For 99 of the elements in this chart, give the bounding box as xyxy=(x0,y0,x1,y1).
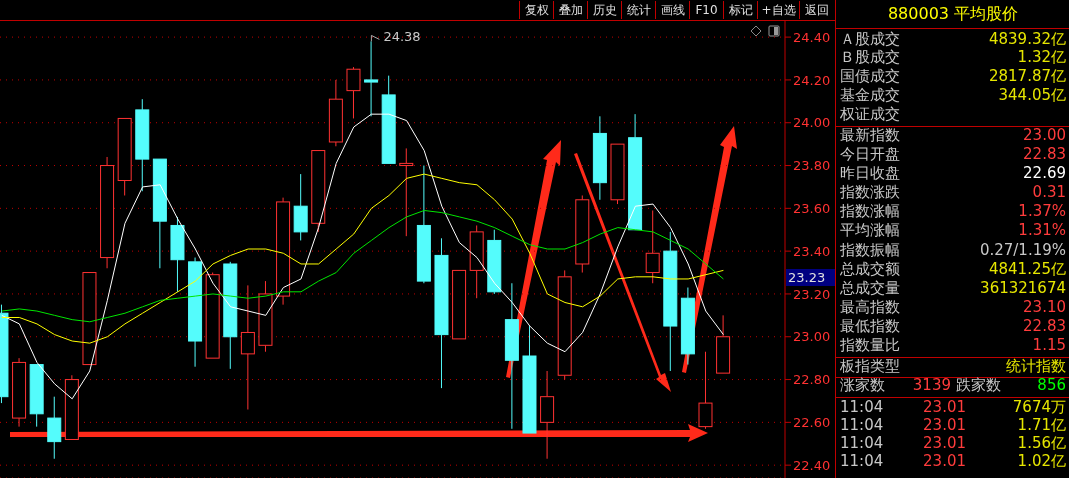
candlestick xyxy=(680,287,695,366)
candlestick xyxy=(557,269,572,381)
text: 23.01 xyxy=(923,434,966,452)
text: +自选 xyxy=(757,1,799,19)
text: 1.32亿 xyxy=(1017,48,1066,67)
text: 1.56亿 xyxy=(1017,434,1066,453)
text: 最低指数 xyxy=(840,317,900,336)
candlestick xyxy=(240,284,255,411)
y-tick-label: 23.20 xyxy=(793,286,831,302)
candlestick xyxy=(434,237,449,389)
text: 历史 xyxy=(587,1,621,19)
text: 板指类型 xyxy=(840,357,900,376)
y-tick-label: 24.00 xyxy=(793,115,831,131)
candlestick xyxy=(504,282,519,430)
y-tick-label: 24.40 xyxy=(793,29,831,45)
text: 1.71亿 xyxy=(1017,416,1066,435)
text: 画线 xyxy=(655,1,689,19)
candlestick xyxy=(469,224,484,299)
text: 1.37% xyxy=(1018,202,1066,220)
candlestick xyxy=(364,40,379,117)
candlestick xyxy=(399,147,414,237)
candlestick xyxy=(135,98,150,192)
text: 856 xyxy=(1037,376,1066,394)
text: 23.01 xyxy=(923,416,966,434)
candlestick xyxy=(346,66,361,119)
candlestick xyxy=(698,351,713,430)
text: 0.31 xyxy=(1032,183,1066,201)
text: 统计 xyxy=(621,1,655,19)
text: 平均涨幅 xyxy=(840,221,900,240)
text: 880003 平均股价 xyxy=(886,4,1020,25)
text: 3139 xyxy=(912,376,951,394)
text: 昨日收盘 xyxy=(840,164,900,183)
text: 11:04 xyxy=(840,416,884,434)
text: 23.01 xyxy=(923,398,966,416)
text: 22.83 xyxy=(1023,145,1066,163)
text: Ｂ股成交 xyxy=(840,48,900,67)
text: 22.83 xyxy=(1023,317,1066,335)
text: 7674万 xyxy=(1012,398,1066,417)
text: 标记 xyxy=(723,1,757,19)
y-tick-label: 22.60 xyxy=(793,414,831,430)
y-tick-label: 22.40 xyxy=(793,457,831,473)
text: 指数量比 xyxy=(840,336,900,355)
text: 2817.87亿 xyxy=(988,67,1066,86)
text: Ａ股成交 xyxy=(840,30,900,49)
candlestick xyxy=(100,156,115,269)
text: 复权 xyxy=(519,1,553,19)
candlestick xyxy=(12,357,27,428)
candlestick xyxy=(663,231,678,372)
text: 国债成交 xyxy=(840,67,900,86)
candlestick xyxy=(188,257,203,368)
text: 总成交额 xyxy=(840,260,900,279)
text: 今日开盘 xyxy=(840,145,900,164)
text: 叠加 xyxy=(553,1,587,19)
candlestick xyxy=(592,115,607,201)
candlestick xyxy=(258,280,273,353)
text: 返回 xyxy=(799,1,833,19)
text: 最新指数 xyxy=(840,126,900,145)
text: 总成交量 xyxy=(840,279,900,298)
text: 4841.25亿 xyxy=(988,260,1066,279)
candlestick xyxy=(416,165,431,284)
candlestick xyxy=(47,396,62,460)
y-tick-label: 23.40 xyxy=(793,243,831,259)
text: 23.01 xyxy=(923,452,966,470)
candlestick xyxy=(276,197,291,306)
text: 4839.32亿 xyxy=(988,30,1066,49)
text: 23.10 xyxy=(1023,298,1066,316)
line-series xyxy=(1,209,724,323)
text: 11:04 xyxy=(840,434,884,452)
text: 22.69 xyxy=(1023,164,1066,182)
text: 指数振幅 xyxy=(840,241,900,260)
candlestick xyxy=(487,229,502,295)
text: 最高指数 xyxy=(840,298,900,317)
text: 11:04 xyxy=(840,452,884,470)
text: 统计指数 xyxy=(1006,357,1066,376)
y-tick-label: 23.60 xyxy=(793,200,831,216)
text: 361321674 xyxy=(980,279,1066,297)
annotation: 24.38 xyxy=(383,29,421,45)
y-tick-label: 22.80 xyxy=(793,372,831,388)
y-tick-label: 23.00 xyxy=(793,329,831,345)
text: 指数涨幅 xyxy=(840,202,900,221)
y-tick-label: 24.20 xyxy=(793,72,831,88)
y-tick-label: 23.80 xyxy=(793,158,831,174)
text: 权证成交 xyxy=(840,105,900,124)
text: 指数涨跌 xyxy=(840,183,900,202)
text: 涨家数 xyxy=(840,376,885,395)
text: F10 xyxy=(689,1,723,19)
text: 23.23 xyxy=(786,269,836,286)
text: 基金成交 xyxy=(840,86,900,105)
text: 23.00 xyxy=(1023,126,1066,144)
text: 1.02亿 xyxy=(1017,452,1066,471)
candlestick xyxy=(328,79,343,147)
text: 1.31% xyxy=(1018,221,1066,239)
candlestick xyxy=(540,370,555,460)
text: 11:04 xyxy=(840,398,884,416)
text: 1.15 xyxy=(1032,336,1066,354)
line-series xyxy=(1,173,724,344)
text: 344.05亿 xyxy=(998,86,1066,105)
text: 0.27/1.19% xyxy=(979,241,1066,259)
text: 跌家数 xyxy=(956,376,1001,395)
